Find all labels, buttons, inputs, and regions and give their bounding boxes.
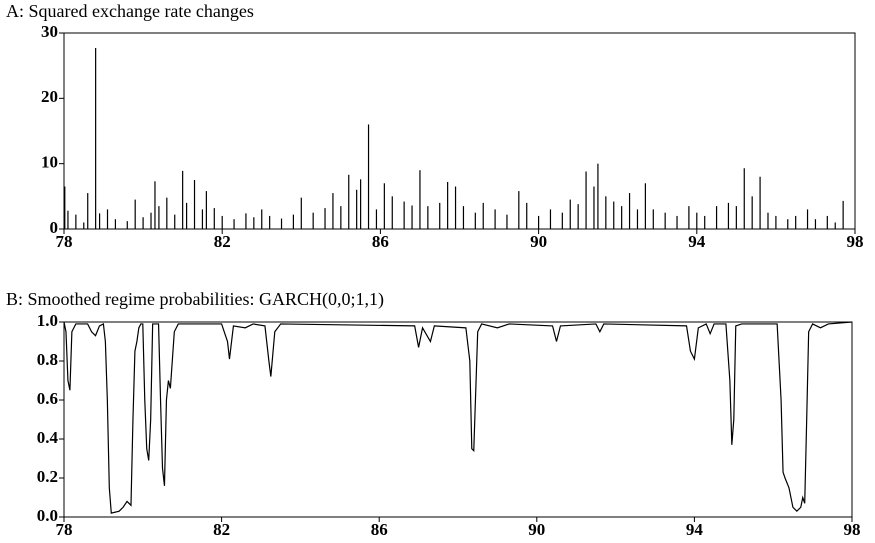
probability-line xyxy=(63,321,853,514)
y-tick-label: 0.4 xyxy=(37,428,59,447)
x-tick-label: 86 xyxy=(371,520,388,539)
y-tick-label: 0.0 xyxy=(37,506,58,525)
y-tick-label: 1.0 xyxy=(37,311,58,330)
y-tick-label: 30 xyxy=(41,22,58,41)
panel-a-title: A: Squared exchange rate changes xyxy=(6,1,254,21)
y-tick-label: 0.2 xyxy=(37,467,58,486)
x-tick-label: 82 xyxy=(214,232,231,251)
x-tick-label: 86 xyxy=(372,232,389,251)
x-tick-label: 98 xyxy=(847,232,864,251)
x-tick-label: 90 xyxy=(528,520,545,539)
plot-frame xyxy=(63,32,856,230)
plot-frame xyxy=(63,321,853,518)
y-tick-label: 20 xyxy=(41,87,58,106)
x-tick-label: 82 xyxy=(213,520,230,539)
x-tick-label: 94 xyxy=(686,520,704,539)
y-tick-label: 0.8 xyxy=(37,350,58,369)
panel-b-title: B: Smoothed regime probabilities: GARCH(… xyxy=(6,289,384,310)
x-tick-label: 98 xyxy=(844,520,861,539)
x-tick-label: 78 xyxy=(56,520,73,539)
y-tick-label: 10 xyxy=(41,153,58,172)
y-tick-label: 0.6 xyxy=(37,389,58,408)
x-tick-label: 90 xyxy=(530,232,547,251)
y-tick-label: 0 xyxy=(50,218,59,237)
x-tick-label: 94 xyxy=(688,232,706,251)
x-tick-label: 78 xyxy=(56,232,73,251)
